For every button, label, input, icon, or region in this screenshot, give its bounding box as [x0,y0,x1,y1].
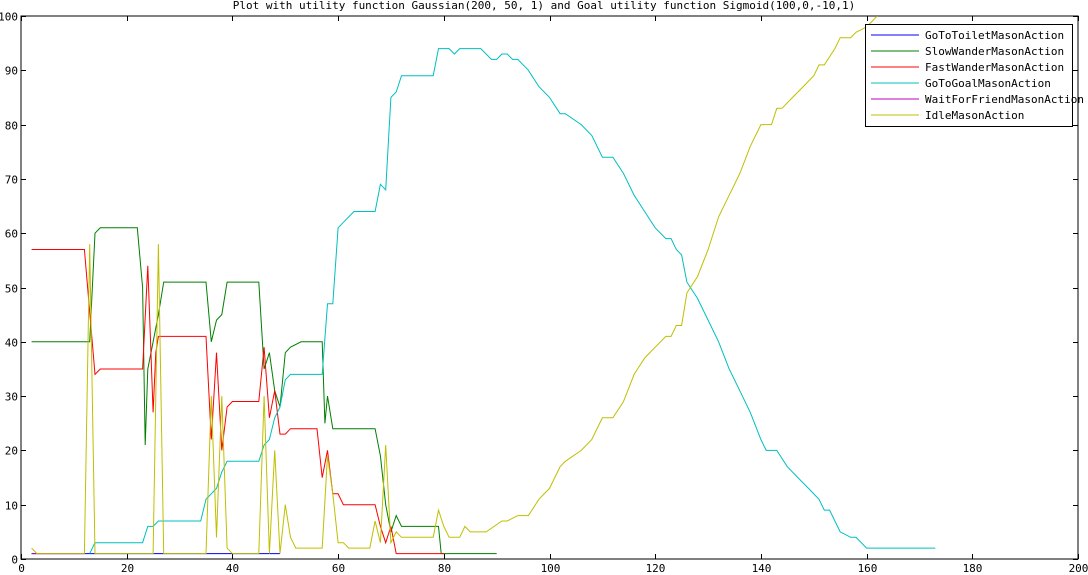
x-tick-label: 0 [18,562,25,575]
legend-label: FastWanderMasonAction [925,61,1064,74]
legend-label: GoToGoalMasonAction [925,77,1051,90]
x-tick-label: 200 [1069,562,1088,575]
x-tick-label: 40 [226,562,239,575]
y-tick-label: 100 [0,11,18,24]
y-tick-label: 40 [5,337,18,350]
legend-label: SlowWanderMasonAction [925,45,1064,58]
series-line [31,227,497,555]
legend-label: IdleMasonAction [925,109,1024,122]
x-tick-label: 120 [646,562,666,575]
y-tick-label: 50 [5,283,18,296]
y-tick-label: 0 [11,554,18,567]
legend-label: GoToToiletMasonAction [925,29,1064,42]
legend-label: WaitForFriendMasonAction [925,93,1084,106]
y-tick-label: 90 [5,65,18,78]
series-layer [31,16,936,555]
x-tick-label: 60 [332,562,345,575]
y-tick-label: 70 [5,174,18,187]
plot-axes: 0 20 40 60 80 100 120 140 160 180 200 0 10 20 30 40 50 60… [0,11,1088,575]
legend-box [865,24,1073,127]
x-tick-label: 80 [438,562,451,575]
y-tick-label: 10 [5,500,18,513]
plot-frame [20,15,1079,560]
y-tick-label: 30 [5,391,18,404]
x-tick-label: 140 [752,562,772,575]
y-tick-label: 80 [5,120,18,133]
series-line [31,249,444,555]
series-line [89,48,936,554]
y-tick-label: 60 [5,228,18,241]
x-tick-label: 100 [541,562,561,575]
chart-title: Plot with utility function Gaussian(200,… [233,0,856,12]
y-tick-label: 20 [5,445,18,458]
x-tick-label: 180 [963,562,983,575]
series-line [31,16,878,555]
x-tick-label: 160 [858,562,878,575]
x-tick-label: 20 [121,562,134,575]
legend: GoToToiletMasonAction SlowWanderMasonActi… [865,24,1084,127]
